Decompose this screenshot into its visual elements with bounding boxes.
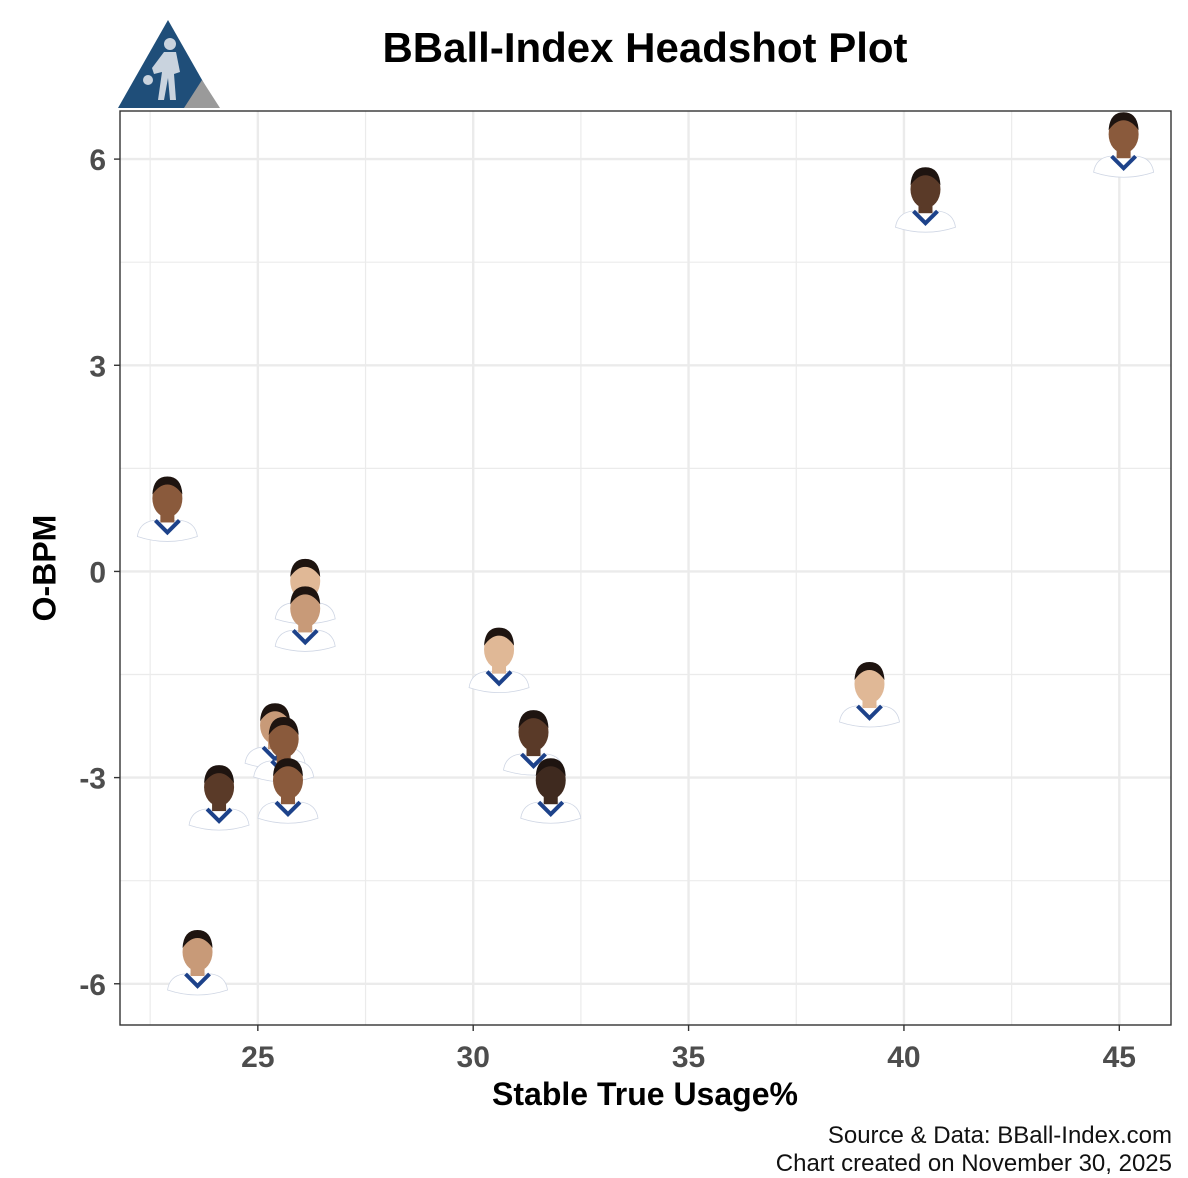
player-headshot-marker [1093, 112, 1155, 178]
jersey-collar [291, 628, 319, 646]
head-shape [1108, 115, 1139, 154]
hair-shape [152, 476, 183, 495]
head-shape [910, 170, 941, 209]
grid-lines [120, 111, 1171, 1025]
date-caption: Chart created on November 30, 2025 [775, 1150, 1172, 1177]
head-shape [290, 589, 321, 628]
head-shape [272, 761, 303, 800]
hair-shape [290, 586, 321, 605]
jersey-collar [153, 519, 181, 536]
head-shape [518, 713, 549, 752]
x-tick-label: 45 [1103, 1041, 1136, 1074]
panel-border [119, 110, 1172, 1026]
x-tick-label: 30 [457, 1041, 490, 1074]
jersey-collar [856, 704, 883, 721]
hair-shape [518, 710, 549, 729]
head-shape [268, 719, 299, 758]
y-tick-label: -3 [79, 763, 106, 796]
x-tick-label: 40 [887, 1041, 920, 1074]
player-headshot-marker [136, 476, 198, 542]
jersey-collar [537, 800, 565, 818]
head-shape [204, 768, 235, 807]
hair-shape [535, 758, 566, 777]
y-tick-label: -6 [79, 969, 106, 1002]
head-shape [535, 761, 566, 800]
hair-shape [204, 765, 235, 784]
basketball-player-silhouette-icon [143, 38, 180, 100]
player-headshot-marker [167, 930, 228, 996]
jersey-collar [184, 972, 211, 989]
jersey-collar [205, 807, 233, 824]
hair-shape [1108, 112, 1139, 131]
y-tick-label: 6 [89, 144, 106, 177]
jersey-collar [520, 752, 547, 769]
hair-shape [910, 167, 941, 186]
x-axis-title: Stable True Usage% [492, 1076, 798, 1112]
chart-title: BBall-Index Headshot Plot [382, 24, 908, 71]
hair-shape [484, 627, 515, 646]
y-tick-label: 0 [89, 556, 106, 589]
y-tick-label: 3 [89, 350, 106, 383]
head-shape [484, 630, 515, 669]
head-shape [152, 479, 183, 518]
logo-triangle-gray [184, 80, 220, 108]
hair-shape [268, 716, 299, 735]
player-headshot-marker [468, 627, 530, 694]
hair-shape [290, 558, 321, 577]
player-headshot-marker [257, 758, 319, 824]
head-shape [182, 933, 213, 972]
player-headshot-marker [520, 758, 582, 824]
y-axis-title: O-BPM [26, 514, 63, 622]
head-shape [854, 665, 885, 704]
jersey-collar [485, 670, 513, 687]
headshot-markers [136, 112, 1155, 996]
jersey-collar [912, 209, 939, 227]
player-headshot-marker [839, 662, 900, 728]
jersey-collar [1110, 154, 1138, 172]
bball-index-logo [118, 20, 220, 108]
player-headshot-marker [274, 586, 336, 652]
jersey-collar [274, 800, 302, 818]
player-headshot-marker [188, 765, 250, 831]
x-tick-label: 35 [672, 1041, 705, 1074]
hair-shape [854, 662, 885, 681]
hair-shape [182, 930, 213, 949]
x-tick-label: 25 [241, 1041, 274, 1074]
source-caption: Source & Data: BBall-Index.com [827, 1122, 1172, 1149]
player-headshot-marker [895, 167, 956, 233]
hair-shape [272, 758, 303, 777]
hair-shape [260, 703, 291, 722]
